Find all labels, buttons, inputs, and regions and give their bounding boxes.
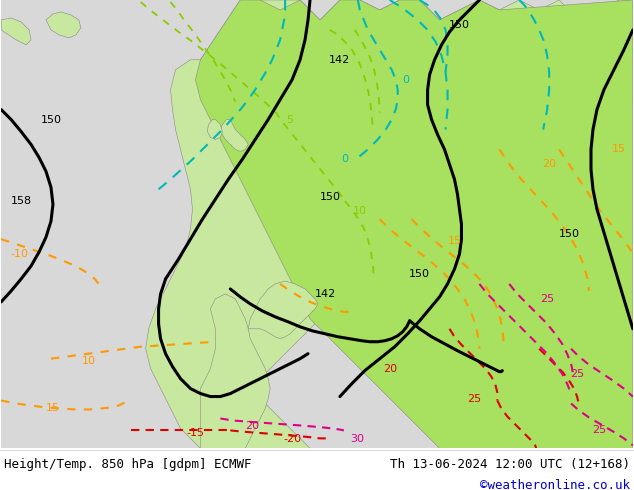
Text: Height/Temp. 850 hPa [gdpm] ECMWF: Height/Temp. 850 hPa [gdpm] ECMWF [4, 458, 252, 471]
Text: 158: 158 [11, 196, 32, 206]
Text: 0: 0 [341, 154, 349, 165]
Polygon shape [221, 120, 249, 151]
Text: -10: -10 [10, 249, 28, 259]
Text: 15: 15 [46, 403, 60, 414]
Polygon shape [207, 120, 223, 140]
Text: ©weatheronline.co.uk: ©weatheronline.co.uk [480, 479, 630, 490]
Text: 20: 20 [245, 421, 259, 431]
Text: Th 13-06-2024 12:00 UTC (12+168): Th 13-06-2024 12:00 UTC (12+168) [390, 458, 630, 471]
Text: 25: 25 [540, 294, 554, 304]
Text: 150: 150 [320, 192, 340, 202]
Polygon shape [200, 294, 270, 448]
Text: 150: 150 [559, 229, 579, 239]
Text: 25: 25 [570, 368, 584, 379]
Text: 10: 10 [353, 206, 367, 216]
Text: 150: 150 [409, 269, 430, 279]
Text: 25: 25 [592, 425, 606, 436]
Text: 20: 20 [383, 364, 397, 374]
Polygon shape [1, 18, 31, 45]
Text: 15: 15 [612, 145, 626, 154]
Text: 30: 30 [350, 434, 364, 444]
Text: 150: 150 [41, 115, 61, 124]
Text: -20: -20 [283, 434, 301, 444]
Text: 20: 20 [542, 159, 556, 170]
Polygon shape [1, 0, 633, 448]
Text: 10: 10 [82, 356, 96, 366]
Polygon shape [146, 0, 633, 448]
Text: -15: -15 [186, 428, 204, 439]
Polygon shape [46, 12, 81, 38]
Text: 0: 0 [402, 74, 409, 85]
Text: 142: 142 [329, 55, 351, 65]
Polygon shape [195, 0, 633, 448]
Text: 150: 150 [449, 20, 470, 30]
Polygon shape [249, 281, 318, 339]
Text: 15: 15 [448, 236, 462, 246]
Text: 25: 25 [467, 393, 481, 404]
Text: 5: 5 [287, 115, 294, 124]
Text: 142: 142 [314, 289, 335, 299]
